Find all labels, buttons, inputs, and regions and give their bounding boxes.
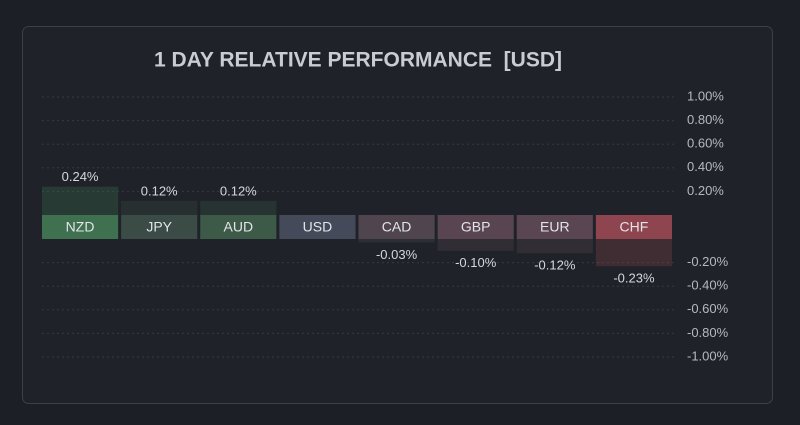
chart-title: 1 DAY RELATIVE PERFORMANCE [USD] bbox=[154, 49, 562, 72]
x-tick-label: CAD bbox=[382, 219, 412, 235]
category-box bbox=[595, 215, 672, 239]
category-box bbox=[279, 215, 356, 239]
bar bbox=[595, 239, 672, 267]
y-tick-label: 1.00% bbox=[687, 88, 724, 103]
y-tick-label: 0.20% bbox=[687, 183, 724, 198]
value-label: 0.24% bbox=[62, 169, 99, 184]
bar bbox=[42, 186, 119, 215]
value-label: -0.12% bbox=[534, 258, 576, 273]
value-label: -0.03% bbox=[376, 247, 418, 262]
y-tick-label: 0.80% bbox=[687, 112, 724, 127]
category-box bbox=[42, 215, 119, 239]
y-tick-label: -0.20% bbox=[687, 254, 729, 269]
x-tick-label: GBP bbox=[461, 219, 491, 235]
bar bbox=[358, 239, 435, 243]
x-tick-label: CHF bbox=[620, 219, 649, 235]
bar bbox=[437, 239, 514, 251]
category-box bbox=[121, 215, 198, 239]
value-label: 0.12% bbox=[220, 183, 257, 198]
category-box bbox=[516, 215, 593, 239]
category-box bbox=[437, 215, 514, 239]
value-label: -0.23% bbox=[613, 271, 655, 286]
category-box bbox=[200, 215, 277, 239]
bar bbox=[121, 200, 198, 215]
y-tick-label: 0.60% bbox=[687, 136, 724, 151]
bar bbox=[200, 200, 277, 215]
y-tick-label: -0.80% bbox=[687, 325, 729, 340]
x-tick-label: NZD bbox=[66, 219, 95, 235]
value-label: 0.12% bbox=[141, 183, 178, 198]
y-tick-label: -0.40% bbox=[687, 278, 729, 293]
x-tick-label: USD bbox=[303, 219, 333, 235]
y-tick-label: -1.00% bbox=[687, 348, 729, 363]
bar bbox=[516, 239, 593, 254]
y-tick-label: 0.40% bbox=[687, 159, 724, 174]
y-tick-label: -0.60% bbox=[687, 301, 729, 316]
x-tick-label: JPY bbox=[146, 219, 172, 235]
value-label: -0.10% bbox=[455, 255, 497, 270]
x-tick-label: AUD bbox=[224, 219, 254, 235]
x-tick-label: EUR bbox=[540, 219, 570, 235]
category-box bbox=[358, 215, 435, 239]
